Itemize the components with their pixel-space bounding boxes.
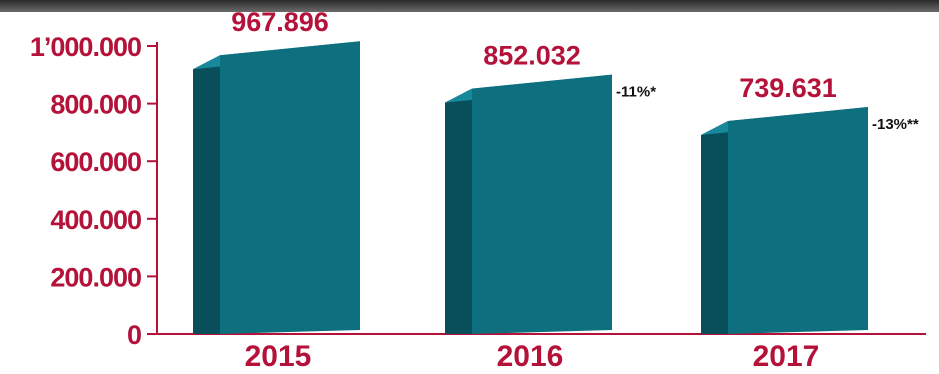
bar-2017 (701, 106, 868, 335)
bar-side-face (193, 55, 220, 335)
y-tick-label: 600.000 (50, 147, 141, 177)
y-tick-label: 0 (127, 320, 141, 350)
data-label: 967.896 (231, 7, 329, 37)
y-tick-label: 800.000 (50, 90, 141, 120)
axes: 0 200.000 400.000 600.000 800.000 1’000.000 (30, 32, 926, 350)
labels: 967.896 2015 852.032 2016 -11%* 739.631 2017 -1… (231, 7, 919, 373)
y-tick-label: 1’000.000 (30, 32, 141, 62)
bars (193, 41, 868, 335)
change-annotation: -13%** (872, 116, 919, 133)
x-tick-label: 2017 (753, 340, 820, 373)
bar-2015 (193, 41, 360, 335)
bar-side-face (445, 88, 472, 335)
bar-front-face (220, 41, 360, 335)
x-tick-label: 2016 (497, 340, 564, 373)
x-tick-label: 2015 (245, 340, 312, 373)
bar-side-face (701, 120, 728, 335)
bar-2016 (445, 74, 612, 335)
y-tick-label: 200.000 (50, 262, 141, 292)
change-annotation: -11%* (616, 84, 656, 101)
data-label: 852.032 (483, 41, 581, 71)
y-tick-label: 400.000 (50, 205, 141, 235)
header-band (0, 0, 939, 12)
bar-front-face (472, 74, 612, 335)
bar-front-face (728, 106, 868, 335)
data-label: 739.631 (739, 73, 837, 103)
